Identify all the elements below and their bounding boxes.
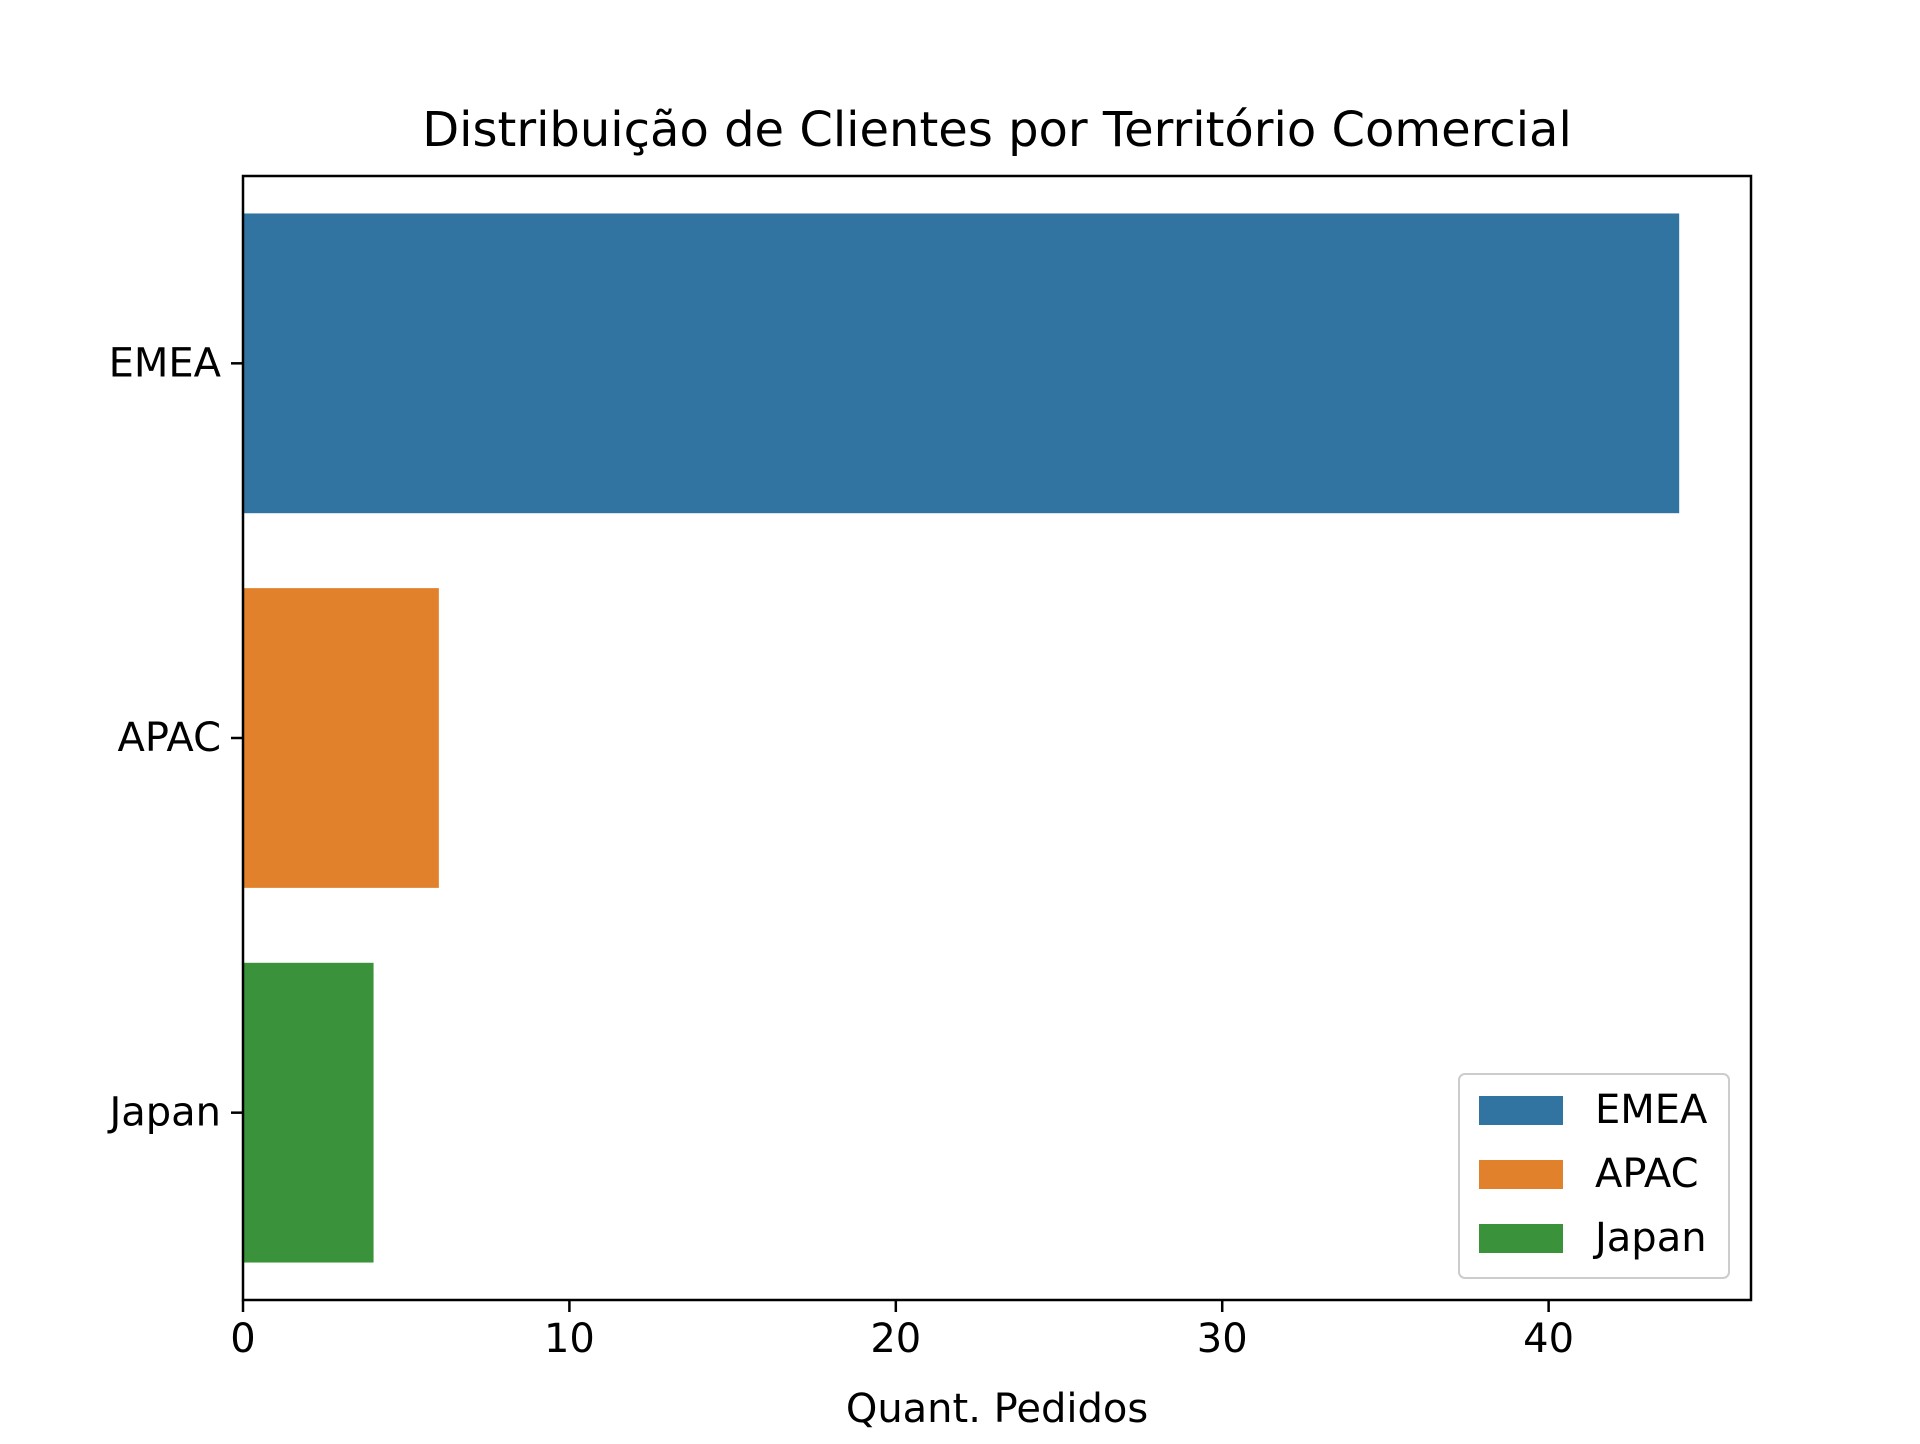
legend-swatch-emea — [1479, 1096, 1563, 1125]
x-tick-label: 20 — [870, 1316, 921, 1362]
legend-label: APAC — [1595, 1151, 1699, 1197]
bar-emea — [243, 213, 1680, 514]
y-tick-label: EMEA — [109, 340, 222, 386]
x-tick-label: 40 — [1523, 1316, 1574, 1362]
y-tick-label: Japan — [106, 1090, 221, 1136]
legend-label: EMEA — [1595, 1087, 1708, 1133]
bar-apac — [243, 588, 439, 888]
legend-label: Japan — [1592, 1215, 1707, 1261]
x-tick-label: 10 — [544, 1316, 595, 1362]
x-axis: 0 10 20 30 40 — [230, 1300, 1574, 1362]
x-tick-label: 30 — [1197, 1316, 1248, 1362]
bar-japan — [243, 962, 374, 1263]
y-tick-label: APAC — [117, 715, 221, 761]
chart-title: Distribuição de Clientes por Território … — [422, 102, 1572, 158]
legend: EMEA APAC Japan — [1458, 1073, 1730, 1279]
x-axis-label: Quant. Pedidos — [846, 1386, 1148, 1432]
legend-swatch-apac — [1479, 1160, 1563, 1189]
y-axis: EMEA APAC Japan — [106, 340, 243, 1136]
x-tick-label: 0 — [230, 1316, 255, 1362]
bars-layer — [243, 213, 1680, 1263]
legend-swatch-japan — [1479, 1224, 1563, 1253]
